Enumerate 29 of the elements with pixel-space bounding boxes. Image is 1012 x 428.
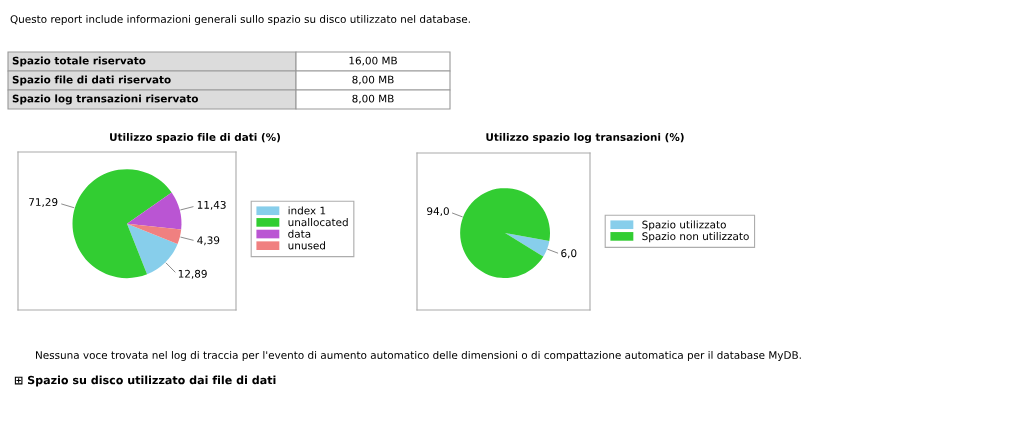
data-label: 12,89 bbox=[178, 269, 207, 279]
pie-slice bbox=[127, 223, 182, 245]
legend-label: Spazio utilizzato bbox=[642, 220, 726, 231]
text: 8,00 MB bbox=[352, 94, 394, 104]
text: Spazio log transazioni riservato bbox=[12, 94, 199, 105]
pie-slice bbox=[127, 192, 182, 230]
text: 8,00 MB bbox=[352, 75, 394, 85]
pie-slice bbox=[460, 188, 551, 279]
text: 16,00 MB bbox=[349, 56, 397, 66]
legend-label: Spazio non utilizzato bbox=[642, 232, 749, 243]
data-label: 94,0 bbox=[427, 207, 449, 217]
data-label: 11,43 bbox=[197, 200, 226, 210]
text: Nessuna voce trovata nel log di traccia per l'evento di aumento automatico delle dimensioni o di compattazione automatica per il database MyDB. bbox=[36, 350, 801, 362]
data-label: 6,0 bbox=[561, 249, 577, 259]
data-label: 4,39 bbox=[197, 236, 220, 246]
legend-label: unallocated bbox=[288, 218, 348, 227]
pie-slice bbox=[505, 233, 550, 257]
pie-slice bbox=[127, 223, 178, 275]
legend-label: index 1 bbox=[288, 206, 326, 215]
data-label: 71,29 bbox=[29, 198, 58, 208]
legend-label: unused bbox=[288, 241, 325, 250]
text: ⊞ Spazio su disco utilizzato dai file di dati bbox=[14, 375, 276, 387]
chart-title: Utilizzo spazio file di dati (%) bbox=[110, 132, 280, 144]
legend-label: data bbox=[288, 229, 311, 238]
text: Spazio totale riservato bbox=[12, 56, 146, 67]
text: Spazio file di dati riservato bbox=[12, 75, 171, 86]
chart-title: Utilizzo spazio log transazioni (%) bbox=[486, 132, 684, 144]
text: Questo report include informazioni generali sullo spazio su disco utilizzato nel database. bbox=[10, 14, 470, 26]
pie-slice bbox=[72, 169, 172, 279]
